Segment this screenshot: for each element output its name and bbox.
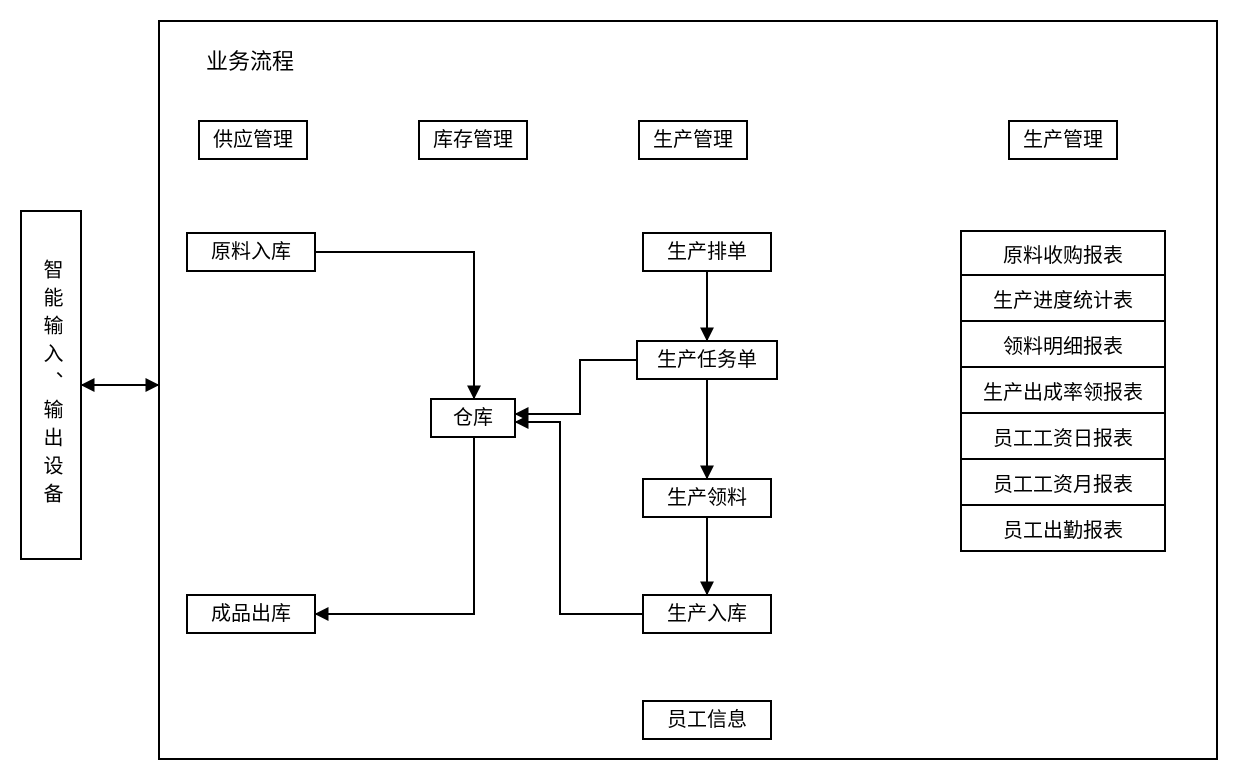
arrow-rawin-warehouse (316, 252, 474, 398)
arrow-warehouse-finished (316, 438, 474, 614)
connectors-svg (0, 0, 1239, 779)
arrow-task-warehouse (516, 360, 636, 414)
arrow-prodin-warehouse (516, 422, 642, 614)
